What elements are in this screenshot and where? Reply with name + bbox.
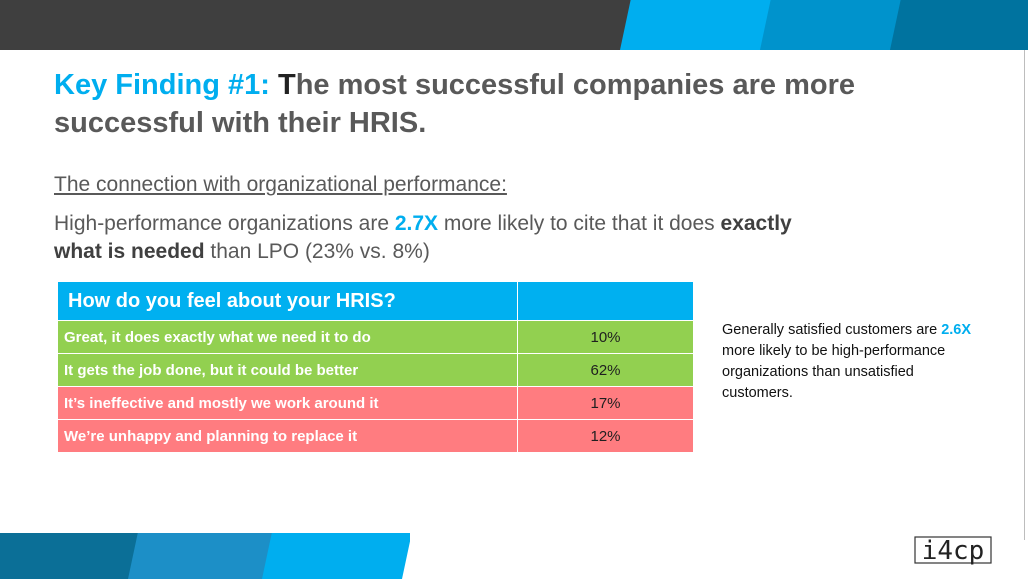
row-label: It’s ineffective and mostly we work arou…: [57, 386, 518, 420]
stat-part2: more likely to cite that it does: [438, 212, 721, 235]
i4cp-logo: i4cp: [914, 536, 992, 566]
table-header-blank: [517, 281, 694, 321]
top-stripe-dark: [890, 0, 1028, 50]
row-label: Great, it does exactly what we need it t…: [57, 320, 518, 354]
row-value: 17%: [517, 386, 694, 420]
note-part1: Generally satisfied customers are: [722, 322, 942, 338]
logo-text: i4cp: [922, 536, 985, 566]
bottom-stripe-dark: [0, 533, 150, 579]
table-row: It’s ineffective and mostly we work arou…: [57, 386, 694, 420]
stat-part3: than LPO (23% vs. 8%): [204, 240, 430, 263]
right-divider: [1024, 50, 1025, 540]
row-value: 62%: [517, 353, 694, 387]
table-row: It gets the job done, but it could be be…: [57, 353, 694, 387]
bottom-stripe-light: [262, 533, 410, 579]
top-decorative-band: [0, 0, 1028, 50]
row-label: It gets the job done, but it could be be…: [57, 353, 518, 387]
slide-title: Key Finding #1: The most successful comp…: [54, 66, 894, 142]
logo-frame: [914, 536, 992, 564]
stat-highlight: 2.7X: [394, 212, 439, 235]
row-value: 12%: [517, 419, 694, 453]
table-header: How do you feel about your HRIS?: [57, 281, 518, 321]
row-label: We’re unhappy and planning to replace it: [57, 419, 518, 453]
note-part2: more likely to be high-performance organ…: [722, 343, 946, 401]
hris-feelings-table: How do you feel about your HRIS? Great, …: [57, 281, 694, 453]
section-subtitle: The connection with organizational perfo…: [54, 173, 507, 196]
table-row: Great, it does exactly what we need it t…: [57, 320, 694, 354]
bottom-stripe-mid: [128, 533, 283, 579]
title-accent: Key Finding #1:: [54, 69, 270, 101]
side-note: Generally satisfied customers are 2.6X m…: [722, 320, 972, 404]
table-row: We’re unhappy and planning to replace it…: [57, 419, 694, 453]
stat-bold: exactly what is needed: [54, 212, 792, 263]
note-highlight: 2.6X: [941, 322, 972, 338]
bottom-decorative-band: [0, 533, 410, 579]
key-statistic: High-performance organizations are 2.7X …: [54, 210, 834, 266]
table-header-row: How do you feel about your HRIS?: [57, 281, 694, 321]
stat-part1: High-performance organizations are: [54, 212, 395, 235]
title-rest: he most successful companies are more su…: [54, 69, 855, 139]
title-first-letter: T: [277, 69, 296, 101]
row-value: 10%: [517, 320, 694, 354]
